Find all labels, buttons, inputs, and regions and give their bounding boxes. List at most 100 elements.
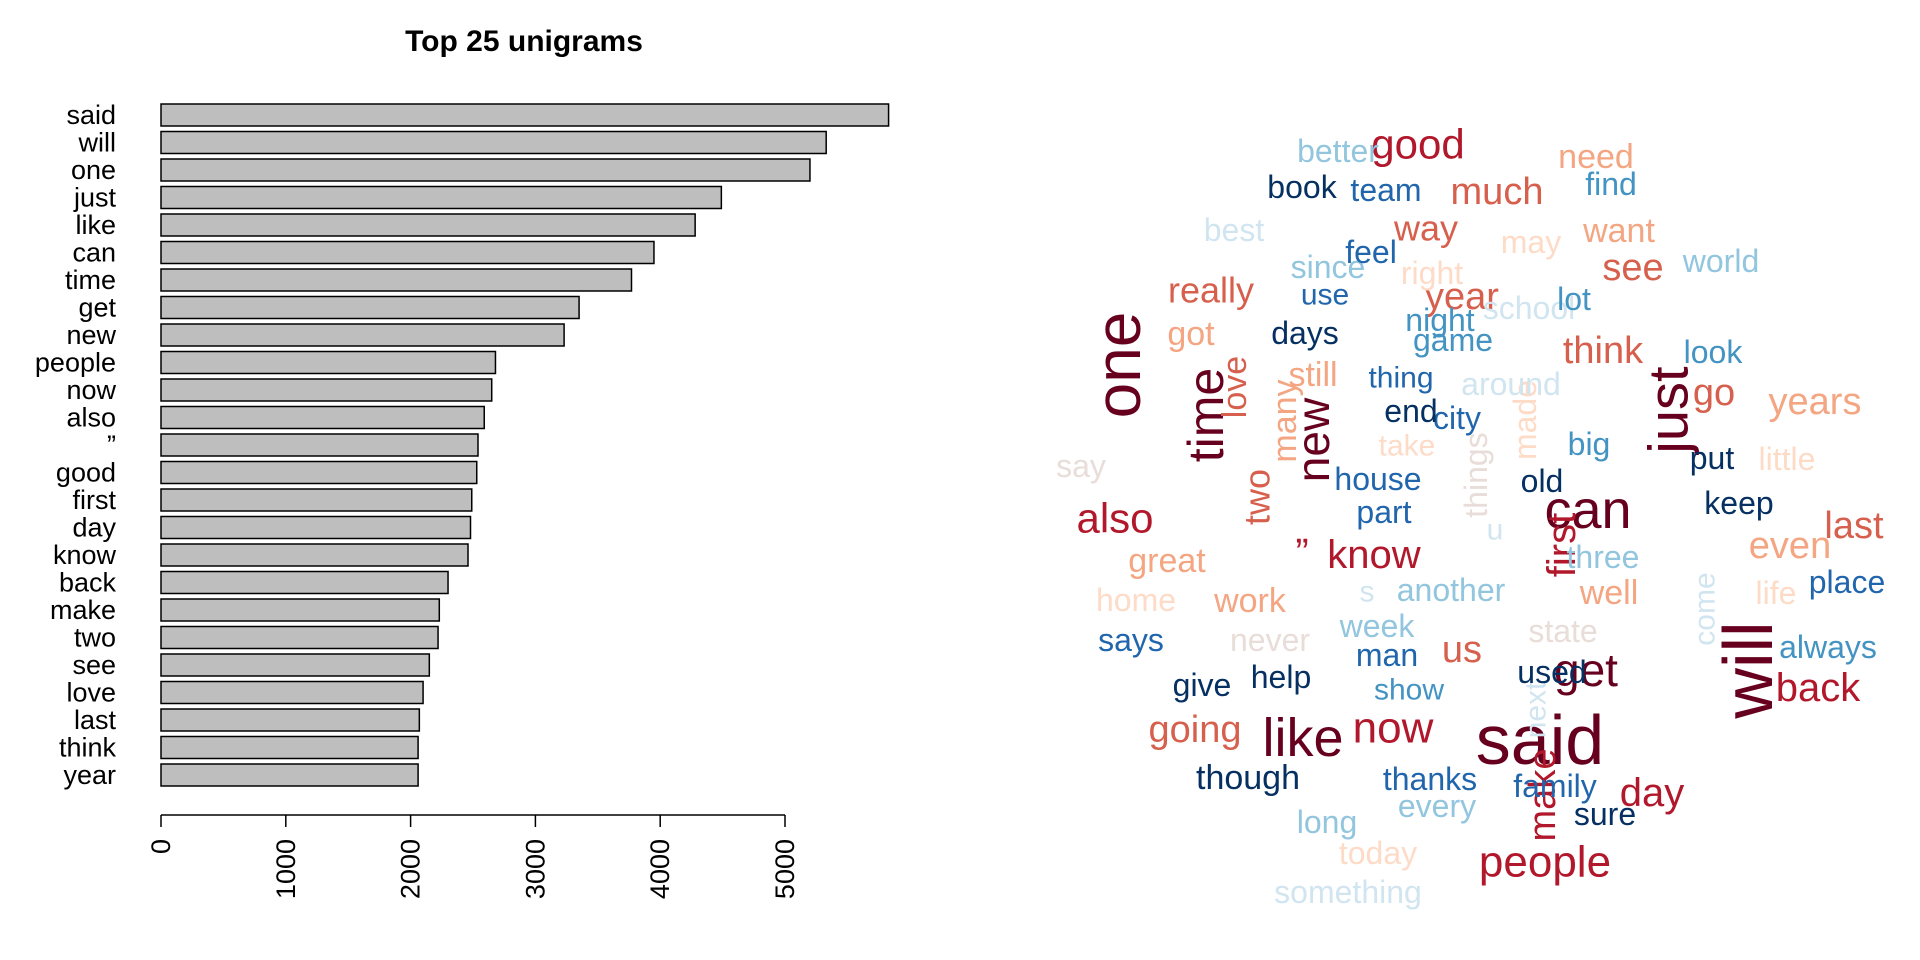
word-cloud-word: just [1637, 366, 1700, 456]
word-cloud-word: want [1582, 212, 1655, 250]
bar-plot-area: saidwillonejustlikecantimegetnewpeopleno… [35, 100, 890, 790]
bar-1 [160, 130, 827, 155]
word-cloud-word: thing [1368, 362, 1433, 395]
category-label: one [71, 155, 116, 185]
word-cloud-word: may [1501, 224, 1561, 260]
category-label: day [72, 513, 116, 543]
word-cloud-word: another [1397, 572, 1506, 608]
category-label: like [75, 210, 116, 240]
category-label: first [73, 485, 117, 515]
word-cloud-word: new [1287, 397, 1339, 482]
word-cloud-word: sure [1574, 796, 1636, 832]
category-label: last [74, 705, 117, 735]
word-cloud-word: one [1082, 312, 1154, 419]
word-cloud-word: every [1398, 788, 1476, 824]
word-cloud-word: say [1056, 448, 1106, 484]
word-cloud-word: part [1356, 494, 1411, 530]
word-cloud-word: today [1339, 835, 1417, 871]
word-cloud-word: city [1433, 400, 1481, 436]
word-cloud-word: little [1759, 441, 1816, 477]
word-cloud-word: house [1334, 461, 1421, 497]
word-cloud-word: right [1401, 255, 1463, 291]
word-cloud-word: though [1196, 759, 1300, 797]
word-cloud-word: day [1620, 771, 1685, 815]
x-tick-label: 4000 [645, 839, 675, 899]
bar-2 [160, 158, 811, 182]
bar-20 [160, 653, 431, 677]
word-cloud-word: people [1479, 838, 1611, 887]
bar-3 [160, 185, 723, 210]
category-label: people [35, 348, 116, 378]
category-label: just [73, 183, 117, 213]
word-cloud-word: much [1451, 171, 1544, 213]
word-cloud-word: life [1756, 575, 1797, 611]
category-label: said [66, 100, 116, 130]
word-cloud-word: school [1483, 290, 1576, 326]
word-cloud-word: two [1237, 469, 1278, 525]
bar-4 [160, 213, 696, 237]
word-cloud-word: use [1301, 279, 1349, 312]
word-cloud-word: love [1216, 356, 1254, 418]
word-cloud-word: also [1076, 495, 1153, 542]
chart-title: Top 25 unigrams [405, 25, 643, 58]
word-cloud-word: u [1487, 514, 1504, 547]
bar-17 [160, 570, 449, 595]
x-tick-label: 1000 [271, 839, 301, 899]
category-label: new [66, 320, 116, 350]
word-cloud-word: us [1442, 629, 1482, 671]
bar-14 [160, 488, 473, 512]
category-label: get [78, 293, 116, 323]
word-cloud-word: find [1585, 166, 1637, 202]
word-cloud-word: think [1563, 330, 1644, 372]
word-cloud-word: time [1178, 368, 1234, 462]
word-cloud-word: family [1513, 768, 1597, 804]
word-cloud-word: big [1568, 426, 1611, 462]
word-cloud-word: end [1384, 393, 1437, 429]
category-label: two [74, 623, 116, 653]
bar-21 [160, 680, 424, 705]
word-cloud-word: book [1267, 169, 1337, 205]
word-cloud-word: come [1689, 572, 1722, 645]
word-cloud-word: first [1540, 513, 1584, 577]
word-cloud-word: look [1684, 334, 1744, 370]
word-cloud-word: always [1779, 629, 1877, 665]
bar-22 [160, 708, 421, 732]
word-cloud-word: got [1167, 315, 1215, 353]
word-cloud-word: still [1288, 356, 1337, 394]
word-cloud-word: see [1602, 247, 1663, 289]
category-label: year [63, 760, 116, 790]
word-cloud-word: best [1204, 212, 1265, 248]
word-cloud-word: used [1517, 654, 1586, 690]
word-cloud-word: man [1356, 637, 1418, 673]
word-cloud-word: days [1271, 315, 1339, 351]
word-cloud-word: get [1554, 644, 1618, 696]
word-cloud: said will one just like can time get new people no… [1056, 121, 1885, 911]
word-cloud-word: says [1098, 622, 1164, 658]
bar-10 [160, 378, 493, 402]
word-cloud-word: team [1350, 172, 1421, 208]
word-cloud-word: good [1371, 121, 1464, 168]
word-cloud-word: really [1168, 270, 1254, 311]
category-label: also [66, 403, 116, 433]
category-label: good [56, 458, 116, 488]
word-cloud-word: three [1567, 539, 1640, 575]
word-cloud-word: need [1558, 138, 1634, 176]
word-cloud-word: way [1393, 208, 1458, 249]
word-cloud-word: s [1360, 576, 1375, 609]
word-cloud-word: many [1266, 379, 1304, 462]
word-cloud-word: ” [1295, 531, 1308, 575]
bar-16 [160, 543, 469, 567]
word-cloud-word: night [1405, 302, 1475, 338]
x-tick-label: 2000 [396, 839, 426, 899]
word-cloud-word: work [1213, 582, 1287, 620]
bar-24 [160, 763, 419, 787]
word-cloud-word: year [1425, 276, 1499, 318]
word-cloud-word: feel [1345, 234, 1397, 270]
word-cloud-word: show [1374, 674, 1444, 707]
bar-7 [160, 295, 580, 320]
word-cloud-word: keep [1704, 485, 1773, 521]
word-cloud-word: give [1173, 667, 1232, 703]
word-cloud-word: world [1682, 243, 1759, 279]
word-cloud-word: things [1458, 432, 1494, 517]
